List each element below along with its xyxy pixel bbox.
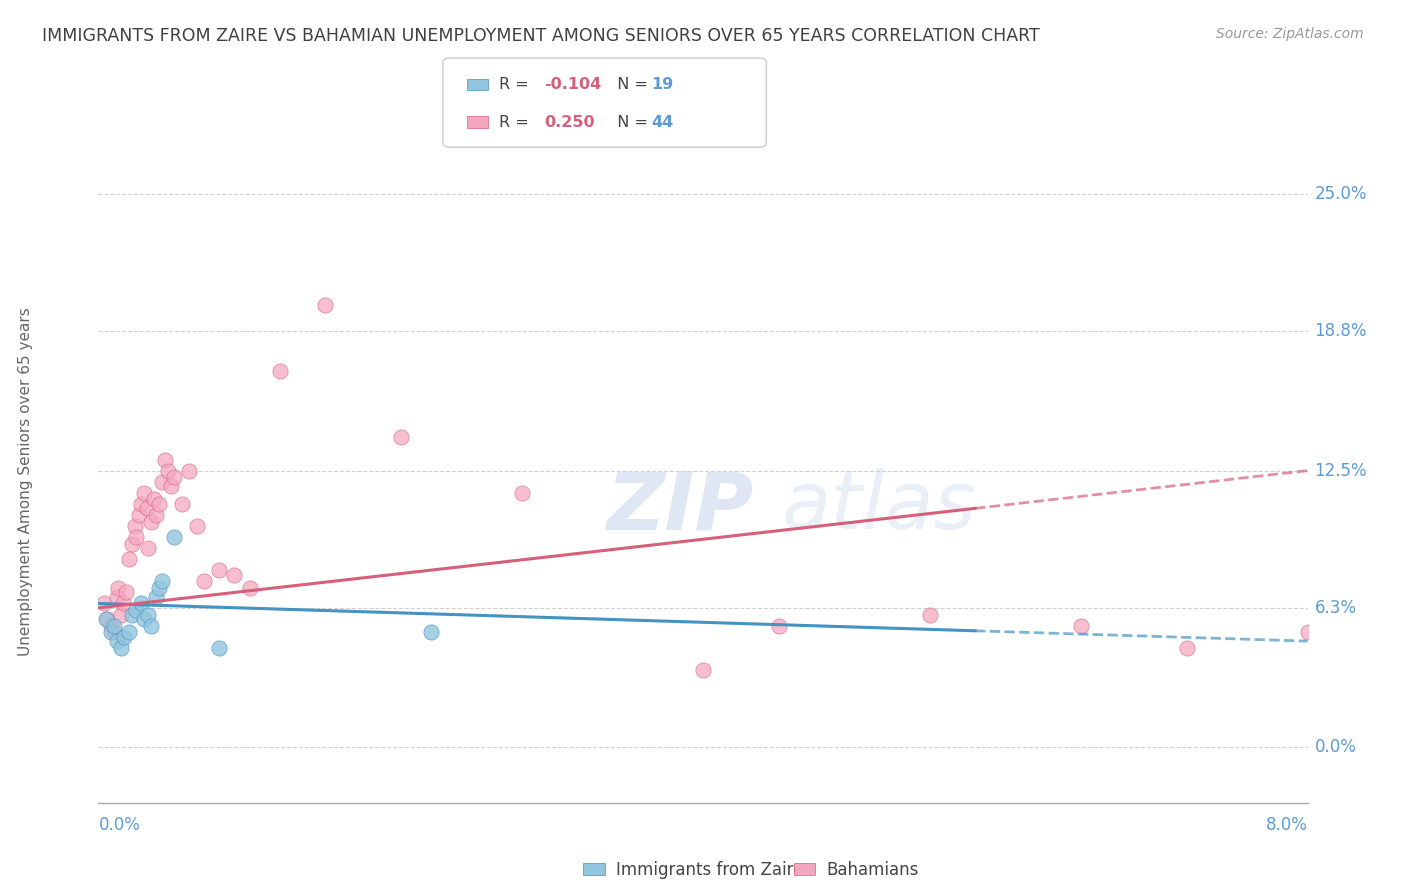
Point (110, 640, 132, 655)
Point (136, 541, 159, 555)
Point (118, 625, 141, 640)
Point (1296, 625, 1319, 640)
Text: ZIP: ZIP (606, 468, 754, 547)
Point (420, 625, 443, 640)
Text: 25.0%: 25.0% (1315, 185, 1367, 202)
Point (129, 597, 152, 611)
Point (208, 563, 231, 577)
Point (136, 607, 159, 622)
Point (143, 492, 166, 507)
Point (145, 590, 167, 604)
Point (112, 630, 135, 644)
Point (114, 585, 136, 599)
Text: 12.5%: 12.5% (1315, 461, 1367, 480)
Text: -0.104: -0.104 (544, 78, 602, 93)
Text: 0.0%: 0.0% (1315, 739, 1357, 756)
Point (163, 530, 186, 544)
Point (107, 581, 129, 595)
Point (121, 537, 143, 551)
Point (1175, 640, 1198, 655)
Point (132, 485, 155, 500)
Point (124, 519, 146, 533)
Point (208, 640, 231, 655)
Point (1070, 618, 1092, 632)
Text: 19: 19 (651, 78, 673, 93)
Text: N =: N = (607, 78, 654, 93)
Point (148, 497, 170, 511)
Point (103, 625, 125, 640)
Point (125, 603, 148, 617)
Point (160, 479, 183, 493)
Point (314, 297, 336, 311)
Point (153, 452, 176, 467)
Point (94, 612, 117, 626)
Text: atlas: atlas (782, 468, 976, 547)
Point (150, 475, 173, 489)
Point (269, 364, 291, 378)
Point (768, 618, 790, 632)
Point (150, 574, 173, 589)
Point (103, 618, 125, 632)
Point (163, 470, 186, 484)
Text: 8.0%: 8.0% (1265, 816, 1308, 834)
Point (132, 612, 155, 626)
Point (224, 567, 246, 582)
Point (141, 515, 163, 529)
Text: 0.0%: 0.0% (98, 816, 141, 834)
Point (692, 663, 714, 677)
Text: Immigrants from Zaire: Immigrants from Zaire (616, 861, 803, 879)
Text: Unemployment Among Seniors over 65 years: Unemployment Among Seniors over 65 years (18, 308, 32, 656)
Text: 18.8%: 18.8% (1315, 322, 1367, 340)
Point (118, 552, 141, 566)
Point (93, 597, 115, 611)
Point (239, 581, 262, 595)
Point (389, 430, 412, 444)
Point (110, 607, 132, 622)
Point (135, 501, 157, 516)
Text: R =: R = (499, 78, 534, 93)
Point (111, 597, 134, 611)
Point (148, 581, 170, 595)
Point (100, 625, 122, 640)
Point (177, 464, 201, 478)
Text: Source: ZipAtlas.com: Source: ZipAtlas.com (1216, 27, 1364, 41)
Point (100, 618, 122, 632)
Point (510, 485, 533, 500)
Point (918, 607, 941, 622)
Text: IMMIGRANTS FROM ZAIRE VS BAHAMIAN UNEMPLOYMENT AMONG SENIORS OVER 65 YEARS CORRE: IMMIGRANTS FROM ZAIRE VS BAHAMIAN UNEMPL… (42, 27, 1040, 45)
Point (129, 497, 152, 511)
Point (105, 590, 128, 604)
Text: 44: 44 (651, 115, 673, 130)
Text: Bahamians: Bahamians (827, 861, 920, 879)
Point (186, 519, 208, 533)
Text: 0.250: 0.250 (544, 115, 595, 130)
Point (193, 574, 215, 589)
Point (170, 497, 193, 511)
Text: R =: R = (499, 115, 538, 130)
Point (96, 612, 118, 626)
Text: 6.3%: 6.3% (1315, 599, 1357, 617)
Point (141, 618, 163, 632)
Point (156, 464, 179, 478)
Point (105, 634, 128, 648)
Text: N =: N = (607, 115, 654, 130)
Point (125, 530, 148, 544)
Point (145, 508, 167, 522)
Point (128, 508, 150, 522)
Point (121, 607, 143, 622)
